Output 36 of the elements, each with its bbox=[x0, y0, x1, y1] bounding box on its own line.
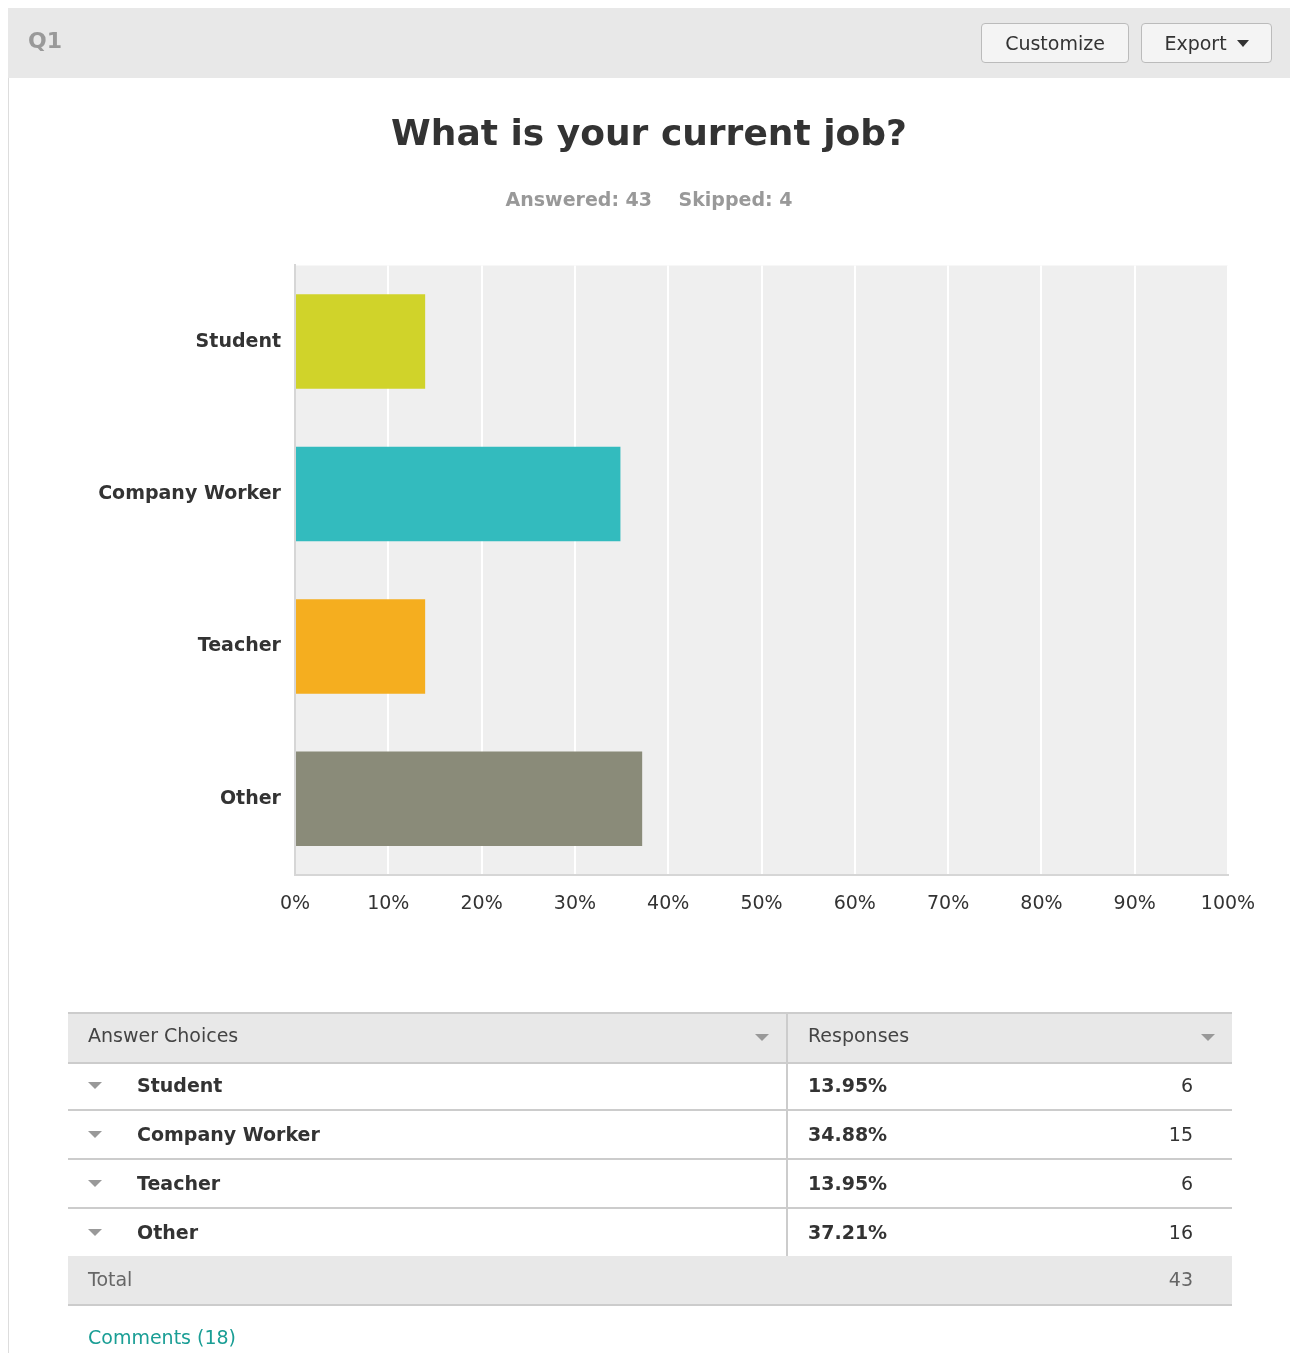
category-label: Student bbox=[137, 1074, 223, 1096]
text: 37.21% bbox=[808, 1221, 888, 1243]
x-tick-label: 80% bbox=[1020, 891, 1063, 914]
x-tick-label: 90% bbox=[1113, 891, 1156, 914]
text: Total bbox=[88, 1268, 133, 1290]
text: 15 bbox=[1168, 1123, 1193, 1145]
x-tick-label: 70% bbox=[926, 891, 970, 914]
y-tick-label: Other bbox=[219, 785, 282, 808]
category-label: Other bbox=[137, 1221, 199, 1243]
x-tick-label: 100% bbox=[1200, 891, 1256, 914]
category-label: Teacher bbox=[137, 1172, 221, 1194]
x-tick-label: 60% bbox=[833, 891, 876, 914]
text: Customize bbox=[1005, 32, 1105, 54]
x-tick-label: 50% bbox=[740, 891, 783, 914]
y-tick-label: Student bbox=[195, 328, 281, 351]
text: Answer Choices bbox=[88, 1024, 239, 1046]
text: 43 bbox=[1168, 1268, 1193, 1290]
text: Q1 bbox=[28, 28, 63, 53]
text: Responses bbox=[808, 1024, 910, 1046]
x-tick-label: 40% bbox=[647, 891, 690, 914]
text: 13.95% bbox=[808, 1074, 888, 1096]
text: Comments (18) bbox=[88, 1326, 237, 1348]
text: 13.95% bbox=[808, 1172, 888, 1194]
x-tick-label: 20% bbox=[460, 891, 503, 914]
chart-subtitle: Answered: 43 Skipped: 4 bbox=[505, 188, 793, 210]
x-tick-label: 10% bbox=[367, 891, 410, 914]
x-tick-label: 30% bbox=[553, 891, 597, 914]
y-tick-label: Company Worker bbox=[98, 480, 282, 503]
y-tick-label: Teacher bbox=[197, 633, 282, 656]
text: 6 bbox=[1180, 1172, 1193, 1194]
text: 34.88% bbox=[808, 1123, 888, 1145]
text: 16 bbox=[1168, 1221, 1193, 1243]
text: 6 bbox=[1180, 1074, 1193, 1096]
text: Export bbox=[1164, 32, 1227, 54]
x-tick-label: 0% bbox=[279, 891, 311, 914]
chart-title: What is your current job? bbox=[391, 112, 907, 153]
